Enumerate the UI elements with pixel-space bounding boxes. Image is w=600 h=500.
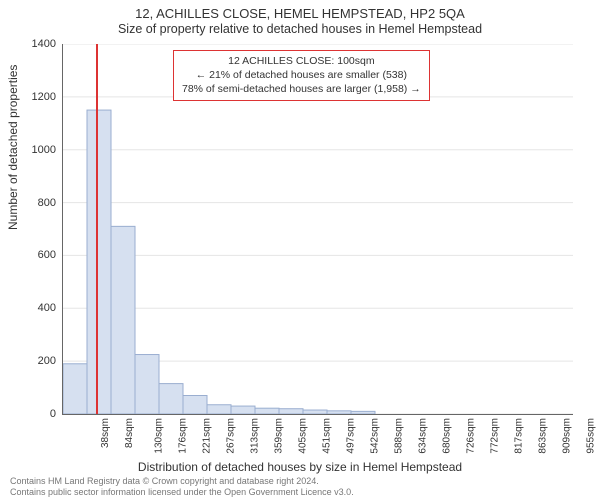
title-address: 12, ACHILLES CLOSE, HEMEL HEMPSTEAD, HP2… xyxy=(0,6,600,21)
annotation-line2: ← 21% of detached houses are smaller (53… xyxy=(182,68,421,82)
x-tick: 313sqm xyxy=(250,418,261,454)
y-tick: 400 xyxy=(0,302,56,314)
chart-container: 12, ACHILLES CLOSE, HEMEL HEMPSTEAD, HP2… xyxy=(0,0,600,500)
x-tick: 221sqm xyxy=(202,418,213,454)
footer-line1: Contains HM Land Registry data © Crown c… xyxy=(10,476,354,487)
x-tick: 359sqm xyxy=(274,418,285,454)
x-tick: 772sqm xyxy=(490,418,501,454)
x-tick: 863sqm xyxy=(538,418,549,454)
x-tick: 680sqm xyxy=(442,418,453,454)
x-tick: 817sqm xyxy=(514,418,525,454)
y-tick: 200 xyxy=(0,355,56,367)
x-tick: 955sqm xyxy=(586,418,597,454)
y-tick: 1400 xyxy=(0,38,56,50)
x-tick: 634sqm xyxy=(418,418,429,454)
annotation-box: 12 ACHILLES CLOSE: 100sqm ← 21% of detac… xyxy=(173,50,430,101)
y-tick: 600 xyxy=(0,249,56,261)
y-tick: 0 xyxy=(0,408,56,420)
footer-line2: Contains public sector information licen… xyxy=(10,487,354,498)
x-axis-label: Distribution of detached houses by size … xyxy=(0,460,600,474)
annotation-line3: 78% of semi-detached houses are larger (… xyxy=(182,82,421,96)
x-tick: 542sqm xyxy=(370,418,381,454)
x-tick: 267sqm xyxy=(226,418,237,454)
y-axis-label: Number of detached properties xyxy=(6,65,20,230)
annotation-line1: 12 ACHILLES CLOSE: 100sqm xyxy=(182,54,421,68)
footer-attribution: Contains HM Land Registry data © Crown c… xyxy=(10,476,354,499)
x-tick: 405sqm xyxy=(298,418,309,454)
plot-area: 12 ACHILLES CLOSE: 100sqm ← 21% of detac… xyxy=(62,44,573,415)
x-tick: 176sqm xyxy=(178,418,189,454)
x-tick: 909sqm xyxy=(562,418,573,454)
x-tick: 130sqm xyxy=(154,418,165,454)
x-tick: 497sqm xyxy=(346,418,357,454)
x-tick: 451sqm xyxy=(322,418,333,454)
x-tick: 38sqm xyxy=(100,418,111,448)
x-tick: 84sqm xyxy=(124,418,135,448)
title-subtitle: Size of property relative to detached ho… xyxy=(0,22,600,36)
x-tick: 726sqm xyxy=(466,418,477,454)
x-tick: 588sqm xyxy=(394,418,405,454)
